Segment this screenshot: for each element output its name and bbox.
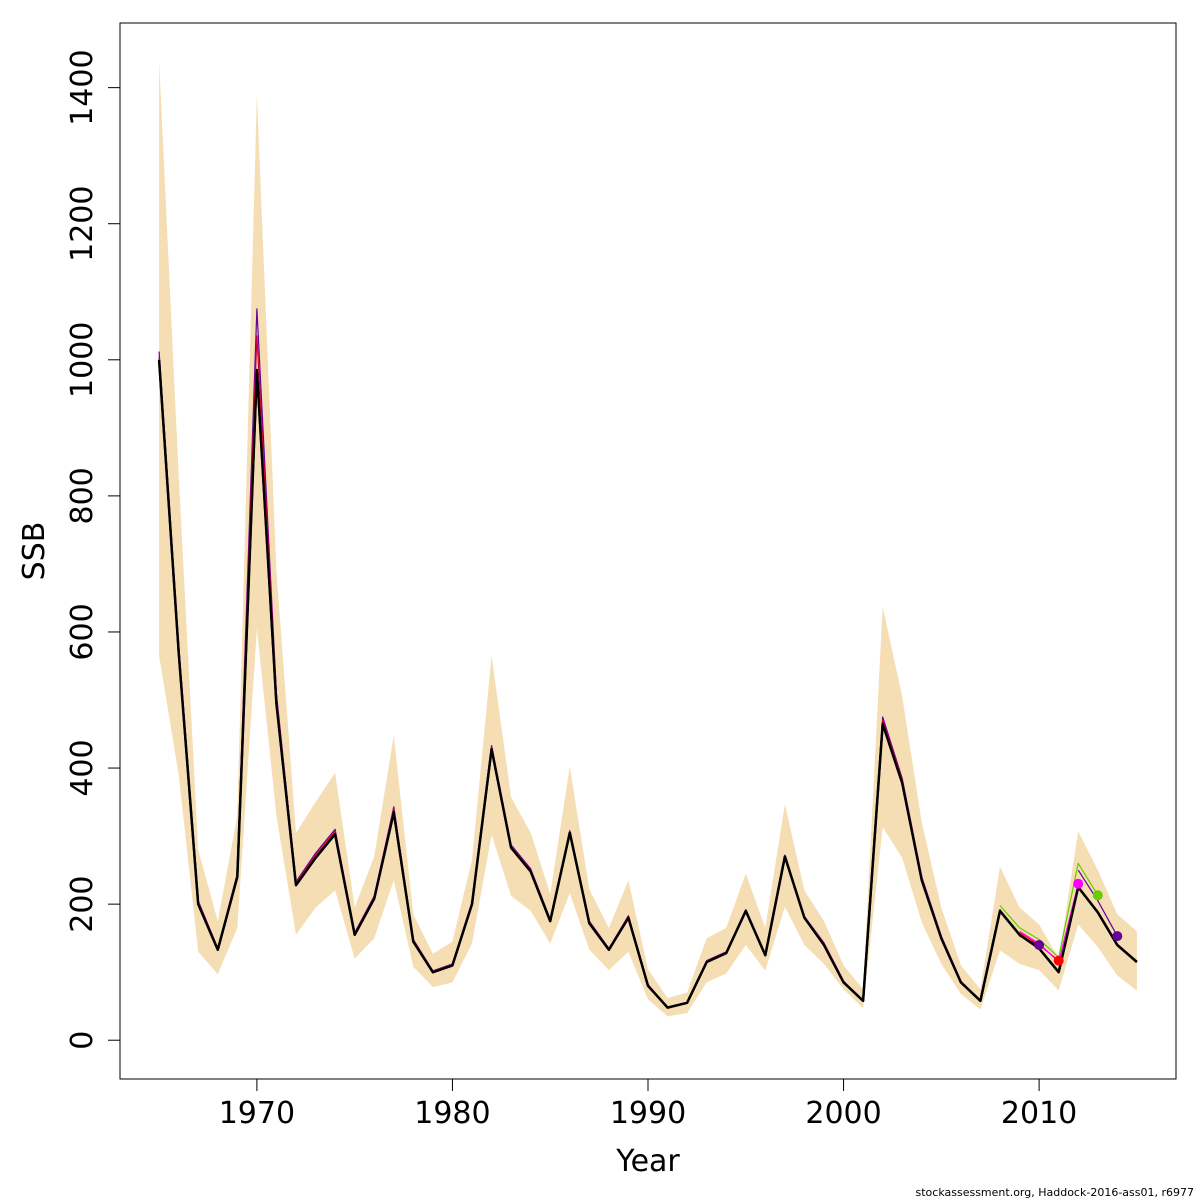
x-tick-label-1990: 1990 bbox=[610, 1096, 686, 1131]
series-end-marker-1 bbox=[1034, 940, 1045, 950]
confidence-band-layer bbox=[159, 60, 1137, 1017]
x-tick-label-1970: 1970 bbox=[219, 1096, 295, 1131]
y-tick-label-600: 600 bbox=[65, 603, 100, 660]
y-tick-label-400: 400 bbox=[65, 739, 100, 796]
x-tick-label-1980: 1980 bbox=[414, 1096, 490, 1131]
series-layer bbox=[157, 308, 1138, 1009]
y-tick-label-1400: 1400 bbox=[65, 49, 100, 125]
y-tick-label-1200: 1200 bbox=[65, 186, 100, 262]
footer-credit: stockassessment.org, Haddock-2016-ass01,… bbox=[916, 1186, 1195, 1199]
main-series-line bbox=[158, 359, 1138, 1009]
series-end-marker-5 bbox=[1112, 931, 1123, 942]
series-line-4 bbox=[999, 862, 1099, 958]
series-end-marker-3 bbox=[1073, 878, 1084, 889]
confidence-band bbox=[159, 60, 1137, 1017]
x-axis: 1970 1980 1990 2000 2010 bbox=[219, 1079, 1077, 1131]
y-tick-label-0: 0 bbox=[65, 1031, 100, 1050]
y-axis-label: SSB bbox=[17, 522, 52, 581]
y-tick-label-200: 200 bbox=[65, 876, 100, 933]
series-line-5 bbox=[1077, 869, 1118, 937]
series-end-marker-4 bbox=[1092, 890, 1103, 901]
y-tick-label-1000: 1000 bbox=[65, 322, 100, 398]
y-axis: 0 200 400 600 800 1000 1200 1400 bbox=[65, 49, 120, 1050]
y-tick-label-800: 800 bbox=[65, 467, 100, 524]
x-tick-label-2010: 2010 bbox=[1001, 1096, 1077, 1131]
series-end-marker-2 bbox=[1053, 955, 1064, 966]
series-line-3 bbox=[1019, 883, 1079, 963]
x-tick-label-2000: 2000 bbox=[805, 1096, 881, 1131]
x-axis-label: Year bbox=[615, 1144, 680, 1179]
marker-layer bbox=[1034, 878, 1123, 966]
